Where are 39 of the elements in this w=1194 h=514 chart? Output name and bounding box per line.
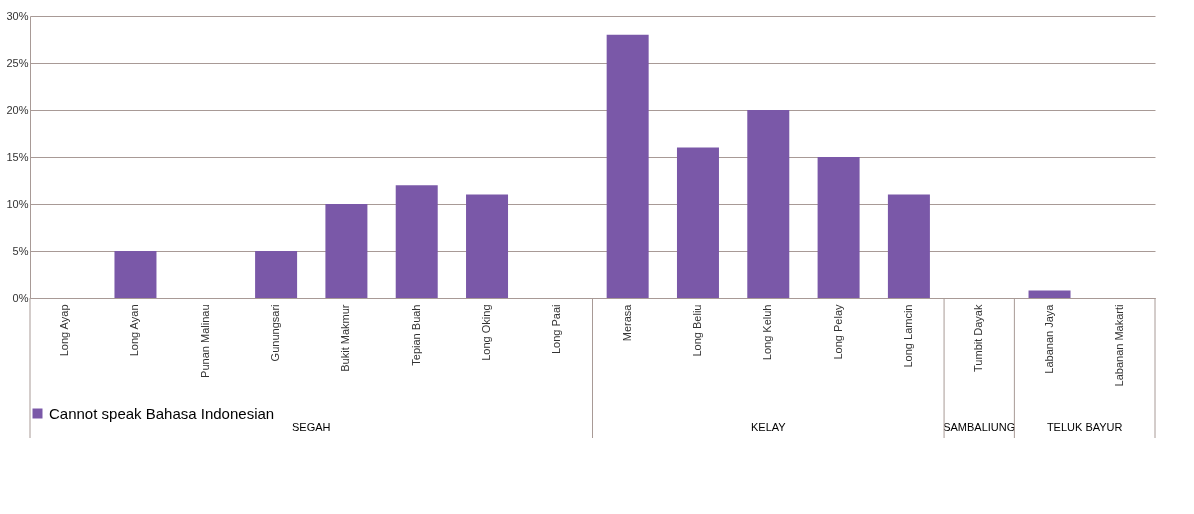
legend-label: Cannot speak Bahasa Indonesian [49,404,275,422]
x-tick-label: Long Ayap [58,304,71,357]
x-tick-label: Long Beliu [690,304,703,357]
x-tick-label: Long Paai [550,304,563,355]
x-tick-label: Gunungsari [269,304,282,362]
text: SAMBALIUNG [943,421,1016,433]
text: SEGAH [291,421,331,433]
y-tick-label: 30% [6,9,29,22]
bar [1028,290,1071,298]
x-tick-label: Long Ayan [128,304,141,357]
y-tick-label: 5% [12,244,29,257]
x-tick-label: Long Lamcin [901,304,914,368]
bar [606,34,649,298]
bar [325,204,368,298]
y-tick-label: 0% [12,291,29,304]
x-tick-label: Punan Malinau [198,304,211,378]
x-tick-label: Labanan Makarti [1112,304,1125,387]
bar [466,194,509,298]
x-tick-label: Labanan Jaya [1042,303,1055,374]
bar [255,251,298,298]
x-tick-label: Long Keluh [761,304,774,361]
y-tick-label: 10% [6,197,29,210]
text: KELAY [750,421,787,433]
bar [817,157,860,298]
y-tick-label: 20% [6,103,29,116]
bar [747,110,790,298]
x-tick-label: Bukit Makmur [339,304,352,372]
y-tick-label: 15% [6,150,29,163]
y-tick-label: 25% [6,56,29,69]
bar [887,194,930,298]
text: TELUK BAYUR [1046,421,1123,433]
x-tick-label: Tumbit Dayak [972,304,985,372]
bar [114,251,157,298]
bar [676,147,719,298]
x-tick-label: Long Pelay [831,304,844,360]
bar [395,185,438,298]
x-tick-label: Long Oking [480,304,493,361]
x-tick-label: Merasa [620,303,633,342]
x-tick-label: Tepian Buah [409,304,422,366]
